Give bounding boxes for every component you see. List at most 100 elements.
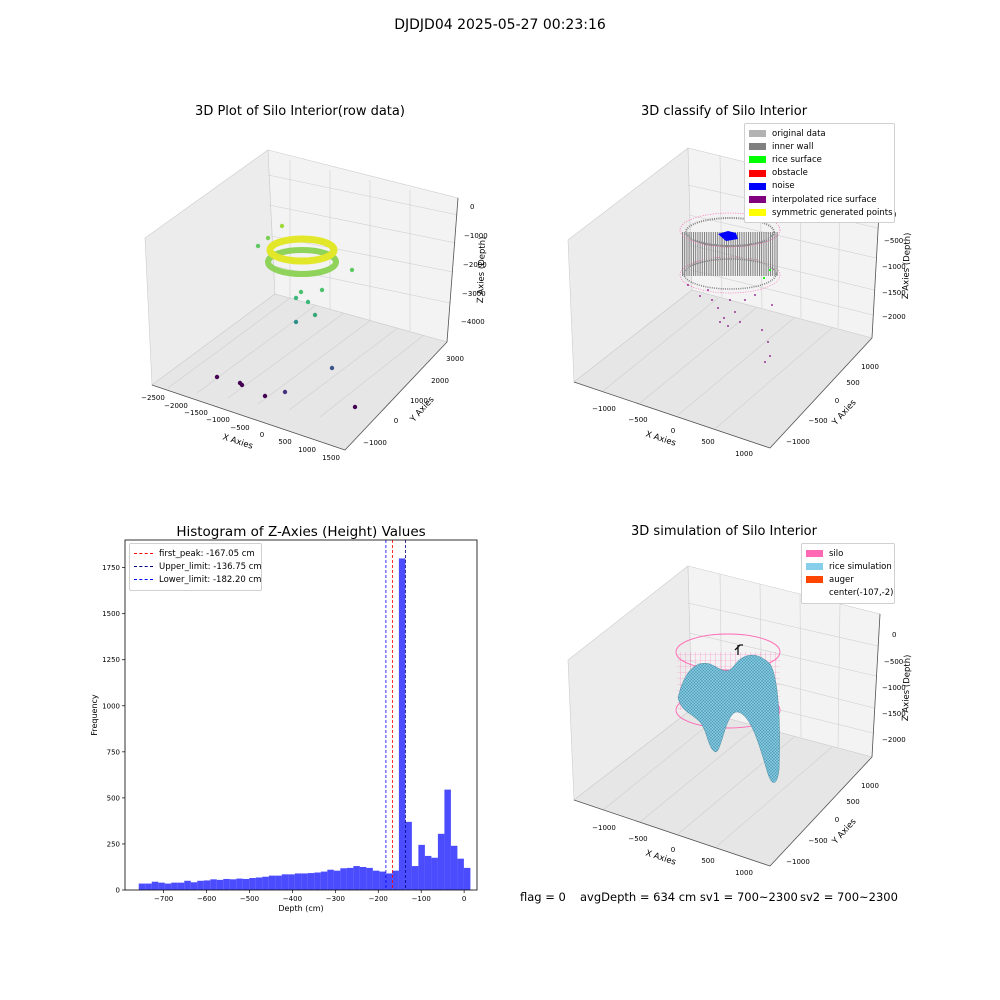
plot2-ytick: 0 — [835, 397, 839, 405]
histogram-bar — [327, 869, 334, 890]
plot1-xtick: 1000 — [298, 446, 316, 454]
histogram-bar — [444, 789, 451, 890]
histogram-bar — [164, 883, 172, 890]
plot4-ytick: −500 — [808, 837, 827, 845]
histogram-bar — [281, 874, 289, 890]
histogram-legend: first_peak: -167.05 cm Upper_limit: -136… — [129, 543, 262, 591]
legend-entry: noise — [749, 180, 890, 193]
plot1-xtick: −1000 — [206, 416, 230, 424]
plot1-ytick: 0 — [394, 417, 398, 425]
plot4-ytick: 500 — [846, 798, 859, 806]
legend-label: silo — [829, 548, 844, 559]
histogram-bar — [457, 858, 464, 890]
plot4-ytick: 0 — [835, 816, 839, 824]
histogram-bar — [138, 883, 146, 890]
histogram-bar — [405, 821, 412, 890]
legend-label: auger — [829, 574, 854, 585]
histogram-bar — [249, 878, 256, 890]
legend-swatch — [749, 182, 766, 190]
plot2-title: 3D classify of Silo Interior — [640, 104, 808, 119]
histogram-bar — [145, 883, 152, 890]
histogram-bar — [366, 867, 373, 890]
plot1-title: 3D Plot of Silo Interior(row data) — [195, 104, 405, 119]
plot2-ytick: −1000 — [786, 438, 810, 446]
plot2-ztick: −2000 — [882, 313, 906, 321]
legend-entry: Upper_limit: -136.75 cm — [134, 560, 262, 573]
histogram-bar — [184, 880, 191, 890]
histogram-bar — [216, 879, 224, 890]
plot1-ztick: −3000 — [462, 290, 486, 298]
legend-label: first_peak: -167.05 cm — [159, 548, 255, 559]
plot1-ytick: 2000 — [431, 377, 449, 385]
plot4-legend: silo rice simulation auger center(-107,-… — [801, 543, 895, 604]
histogram-bar — [431, 857, 438, 890]
plot1-ytick: −1000 — [363, 439, 387, 447]
legend-entry: symmetric generated points — [749, 206, 893, 219]
histogram-bar — [203, 880, 211, 890]
legend-entry: auger — [806, 573, 890, 586]
plot1-zlabel: Z Axies (Depth) — [476, 236, 488, 303]
histogram-bar — [158, 882, 165, 890]
plot4-ztick: 0 — [892, 631, 896, 639]
plot1-ztick: 0 — [470, 203, 474, 211]
legend-swatch — [806, 576, 823, 584]
plot4-xtick: 0 — [671, 846, 675, 854]
plot4-xtick: 500 — [701, 857, 714, 865]
legend-entry: silo — [806, 547, 890, 560]
histogram-bar — [385, 873, 393, 890]
plot1-ytick: 1000 — [410, 397, 428, 405]
legend-swatch — [749, 130, 766, 138]
legend-entry: inner wall — [749, 140, 890, 153]
histogram-bar — [197, 880, 204, 890]
footer-avg-depth: avgDepth = 634 cm sv1 = 700~2300 — [580, 890, 798, 904]
histogram-xlabel: Depth (cm) — [278, 904, 323, 913]
plot4-xtick: −500 — [628, 835, 647, 843]
histogram-bar — [372, 870, 380, 890]
histogram-bar — [398, 558, 406, 890]
plot2-xtick: 1000 — [735, 450, 753, 458]
histogram-bar — [411, 866, 419, 890]
plot2-ytick: −500 — [808, 417, 827, 425]
legend-label: inner wall — [772, 141, 814, 152]
plot2-xtick: −500 — [628, 416, 647, 424]
histogram-bar — [392, 870, 399, 890]
footer-flag: flag = 0 — [520, 890, 566, 904]
histogram-y-ticks: 0 250 500 750 1000 1250 1500 1750 — [102, 564, 125, 895]
histogram-bar — [301, 873, 308, 890]
histogram-ytick-label: 1250 — [102, 656, 120, 664]
histogram-xtick-label: −700 — [154, 895, 173, 903]
plot1-xtick: 1500 — [322, 454, 340, 462]
legend-entry: Lower_limit: -182.20 cm — [134, 573, 261, 586]
histogram-bar — [177, 882, 185, 890]
legend-entry: center(-107,-2) — [806, 587, 894, 600]
plot2-ztick: −1000 — [882, 263, 906, 271]
legend-entry: original data — [749, 127, 890, 140]
plot2-xtick: −1000 — [592, 405, 616, 413]
histogram-xtick-label: −200 — [369, 895, 388, 903]
legend-label: center(-107,-2) — [829, 588, 894, 599]
histogram-bar — [463, 867, 471, 890]
footer-sv2: sv2 = 700~2300 — [800, 890, 898, 904]
histogram-bar — [236, 878, 243, 890]
legend-label: rice simulation — [829, 561, 892, 572]
histogram-bars — [138, 558, 471, 890]
histogram-bar — [333, 870, 341, 890]
histogram-bar — [294, 873, 302, 890]
plot4-xtick: −1000 — [592, 824, 616, 832]
histogram-xtick-label: −400 — [283, 895, 302, 903]
legend-swatch — [749, 169, 766, 177]
plot2-ztick: −1500 — [882, 289, 906, 297]
plot1-xtick: 0 — [260, 431, 264, 439]
legend-entry: first_peak: -167.05 cm — [134, 547, 257, 560]
histogram-bar — [424, 855, 432, 890]
plot1-xtick: 500 — [278, 438, 291, 446]
histogram-bar — [437, 833, 445, 890]
legend-line — [134, 566, 153, 568]
histogram-x-ticks: −700 −600 −500 −400 −300 −200 −100 0 — [154, 890, 466, 903]
plot4-xtick: 1000 — [735, 869, 753, 877]
histogram-bar — [450, 845, 458, 890]
histogram-bar — [320, 871, 328, 890]
